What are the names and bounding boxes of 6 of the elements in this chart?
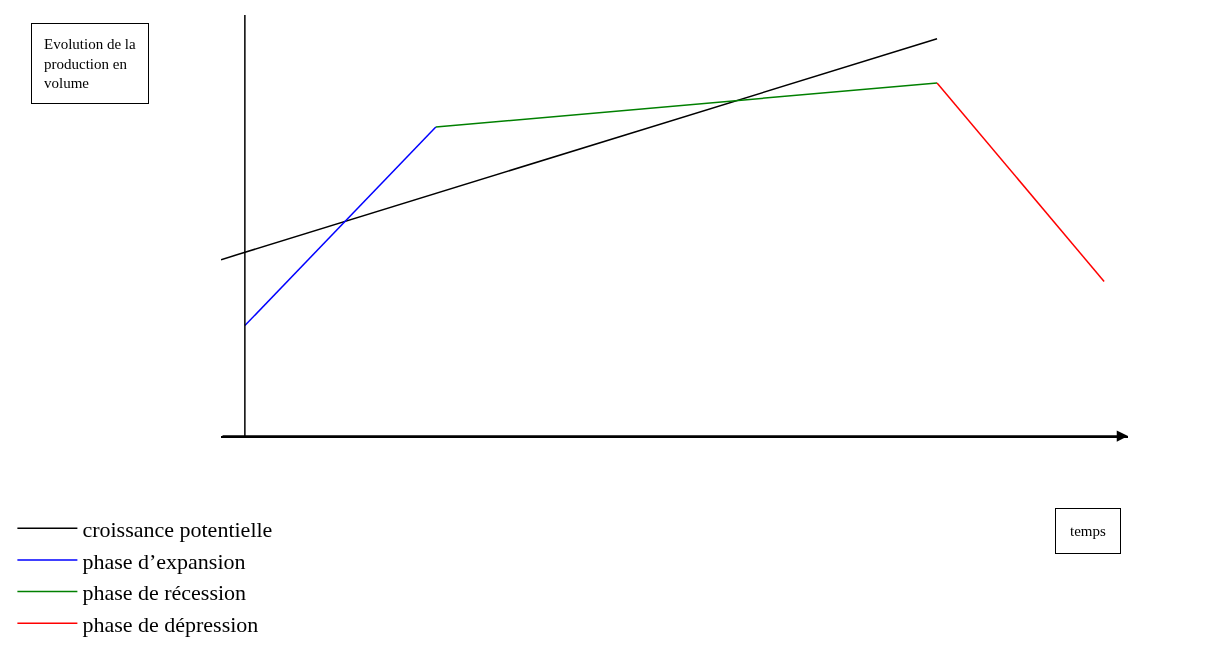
legend-label: phase d’expansion [82,548,246,574]
legend-label: phase de récession [82,580,247,606]
text: Evolution de la production en volume [44,36,136,91]
text: temps [1070,523,1106,539]
legend-label: croissance potentielle [82,516,273,542]
legend-label: phase de dépression [82,611,259,637]
